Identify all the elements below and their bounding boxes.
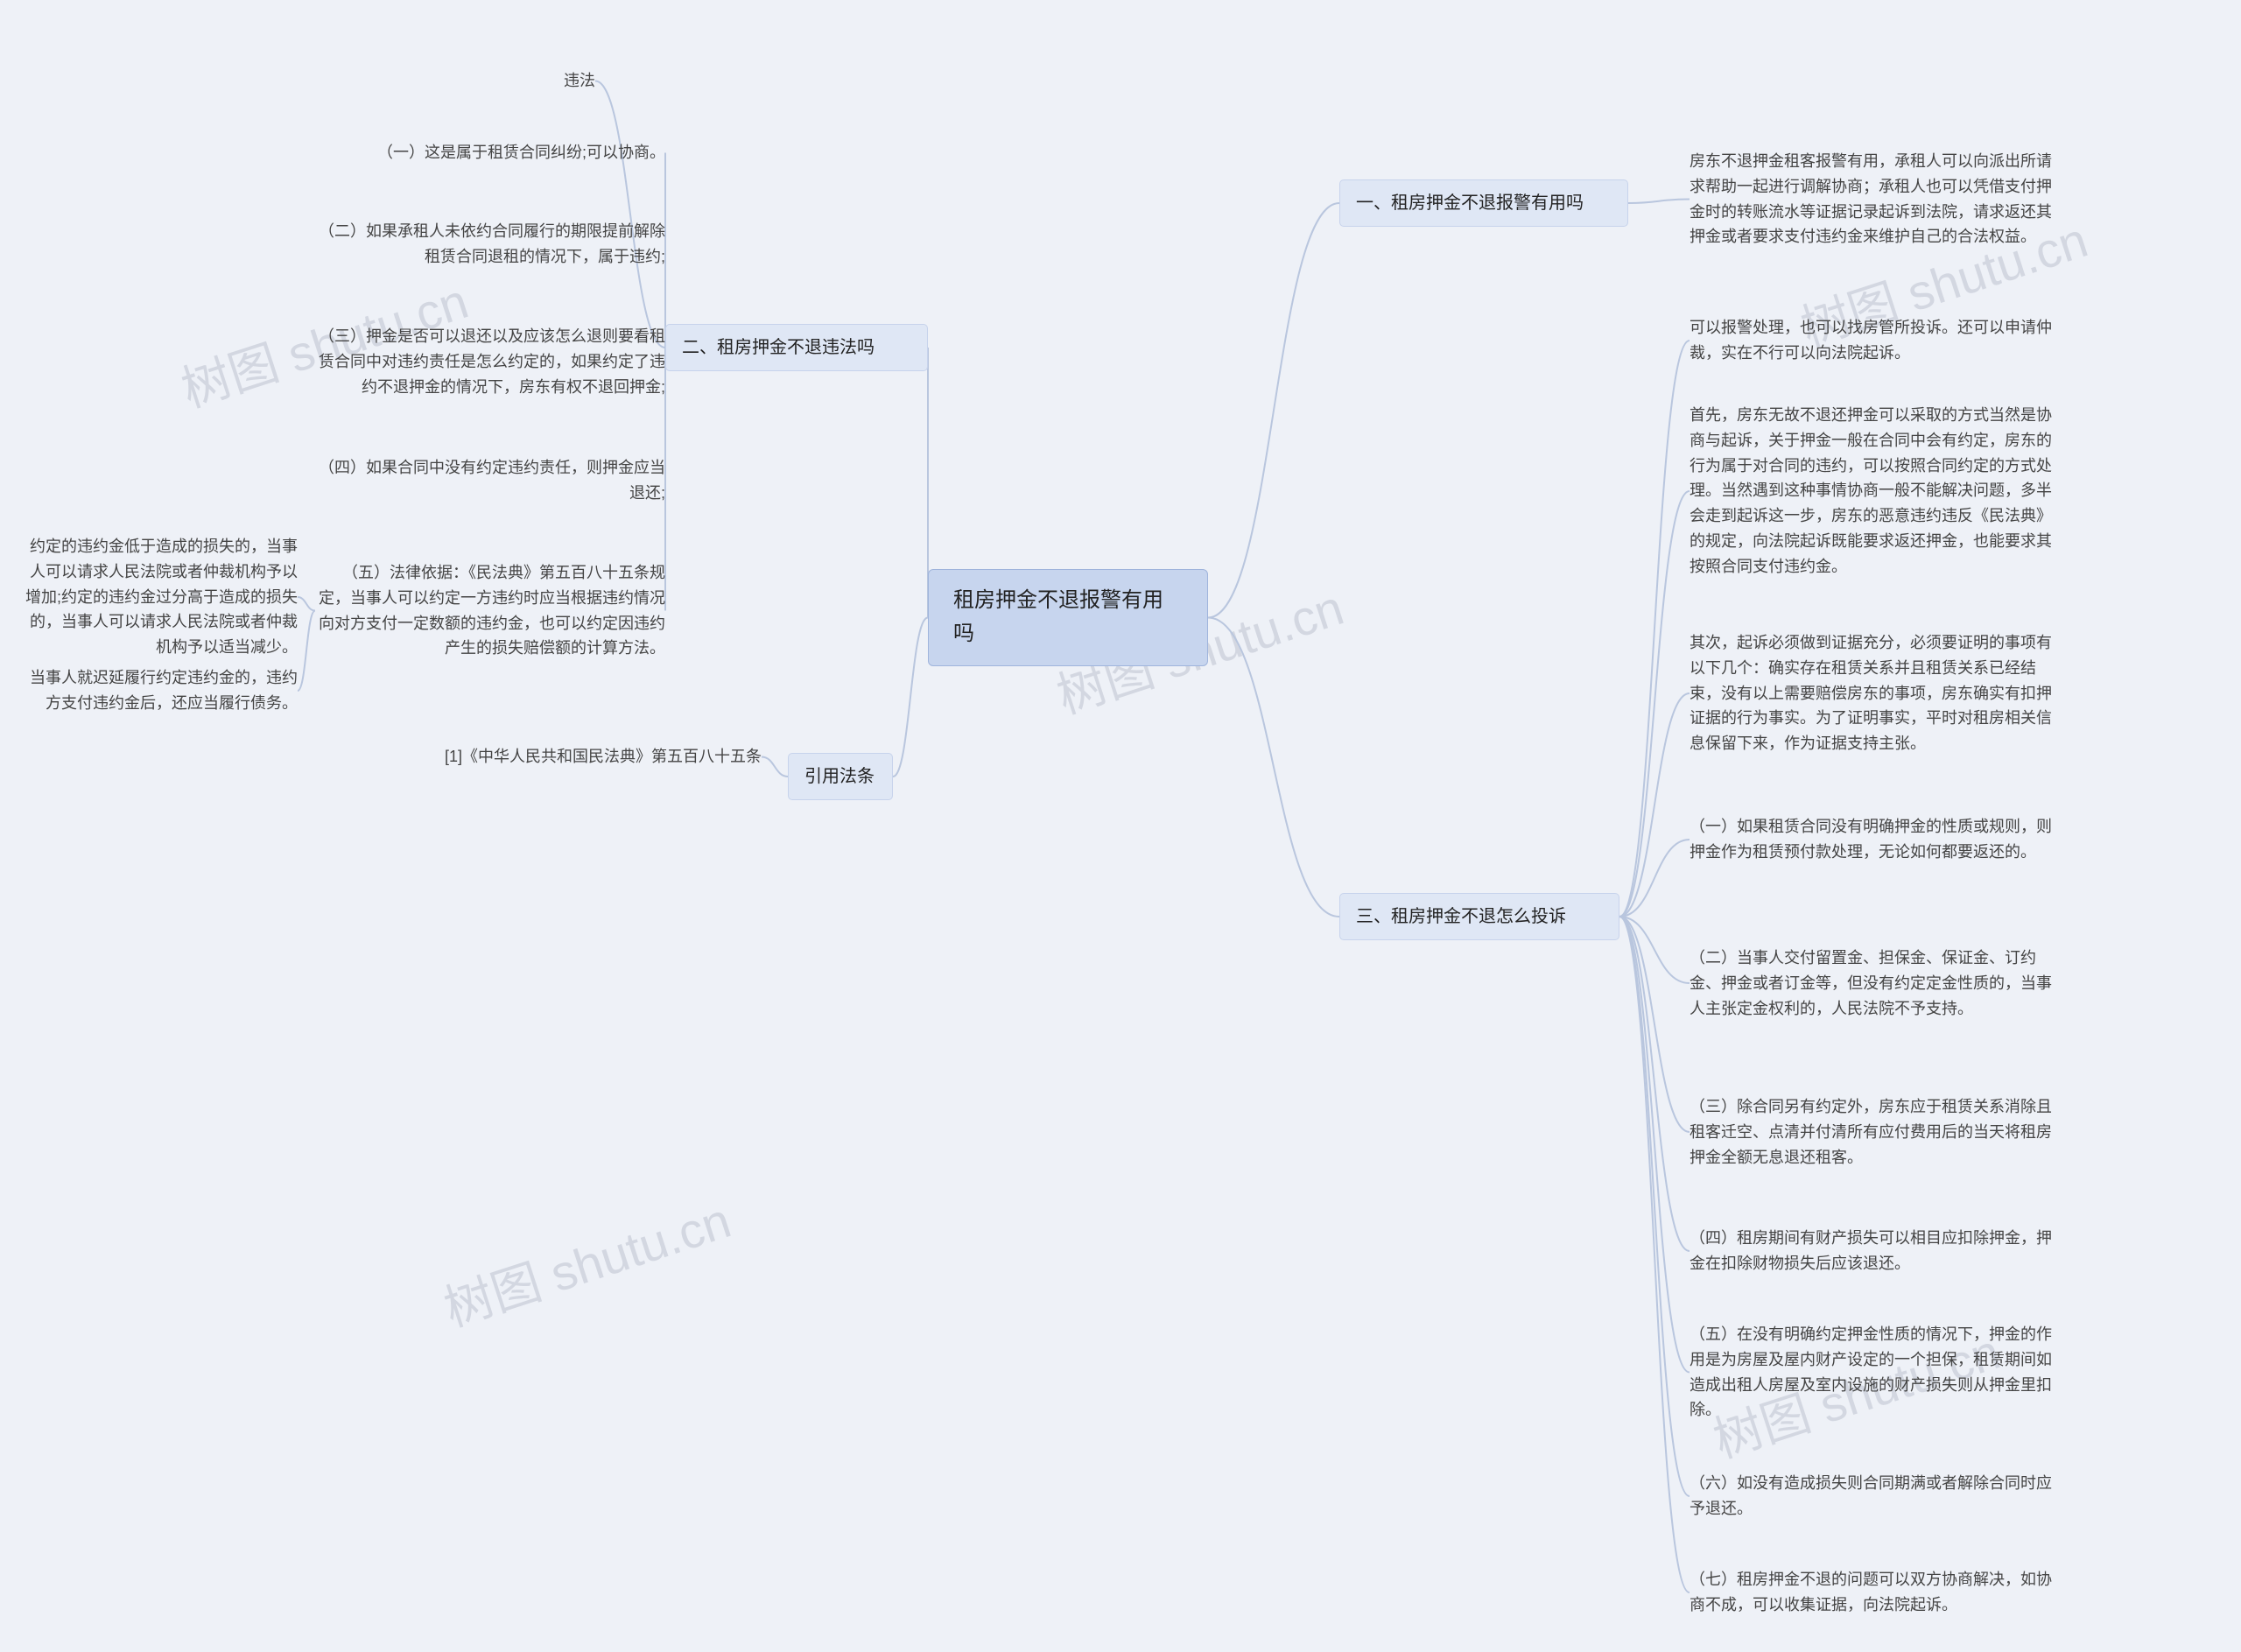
leaf-node: （二）当事人交付留置金、担保金、保证金、订约金、押金或者订金等，但没有约定定金性…: [1690, 946, 2057, 1021]
watermark: 树图 shutu.cn: [434, 1182, 739, 1341]
leaf-node: （四）租房期间有财产损失可以相目应扣除押金，押金在扣除财物损失后应该退还。: [1690, 1226, 2057, 1276]
leaf-node: 违法: [543, 68, 595, 94]
branch-node[interactable]: 引用法条: [788, 753, 893, 800]
leaf-node: 当事人就迟延履行约定违约金的，违约方支付违约金后，还应当履行债务。: [18, 665, 298, 716]
leaf-node: （一）这是属于租赁合同纠纷;可以协商。: [333, 140, 665, 165]
branch-node[interactable]: 一、租房押金不退报警有用吗: [1339, 179, 1628, 227]
leaf-node: 约定的违约金低于造成的损失的，当事人可以请求人民法院或者仲裁机构予以增加;约定的…: [18, 534, 298, 660]
root-node[interactable]: 租房押金不退报警有用吗: [928, 569, 1208, 666]
leaf-node: （五）在没有明确约定押金性质的情况下，押金的作用是为房屋及屋内财产设定的一个担保…: [1690, 1322, 2057, 1423]
leaf-node: （二）如果承租人未依约合同履行的期限提前解除租赁合同退租的情况下，属于违约;: [315, 219, 665, 270]
leaf-node: （一）如果租赁合同没有明确押金的性质或规则，则押金作为租赁预付款处理，无论如何都…: [1690, 814, 2057, 865]
branch-node[interactable]: 二、租房押金不退违法吗: [665, 324, 928, 371]
leaf-node: 其次，起诉必须做到证据充分，必须要证明的事项有以下几个：确实存在租赁关系并且租赁…: [1690, 630, 2057, 756]
leaf-node: （四）如果合同中没有约定违约责任，则押金应当退还;: [315, 455, 665, 506]
leaf-node: （五）法律依据：《民法典》第五百八十五条规定，当事人可以约定一方违约时应当根据违…: [315, 560, 665, 661]
stage: 树图 shutu.cn 树图 shutu.cn 树图 shutu.cn 树图 s…: [0, 0, 2241, 1652]
branch-node[interactable]: 三、租房押金不退怎么投诉: [1339, 893, 1619, 940]
leaf-node: （三）押金是否可以退还以及应该怎么退则要看租赁合同中对违约责任是怎么约定的，如果…: [315, 324, 665, 399]
leaf-node: 可以报警处理，也可以找房管所投诉。还可以申请仲裁，实在不行可以向法院起诉。: [1690, 315, 2057, 366]
leaf-node: （七）租房押金不退的问题可以双方协商解决，如协商不成，可以收集证据，向法院起诉。: [1690, 1567, 2057, 1618]
leaf-node: （三）除合同另有约定外，房东应于租赁关系消除且租客迁空、点清并付清所有应付费用后…: [1690, 1094, 2057, 1170]
leaf-node: 首先，房东无故不退还押金可以采取的方式当然是协商与起诉，关于押金一般在合同中会有…: [1690, 403, 2057, 580]
leaf-node: 房东不退押金租客报警有用，承租人可以向派出所请求帮助一起进行调解协商；承租人也可…: [1690, 149, 2057, 250]
leaf-node: （六）如没有造成损失则合同期满或者解除合同时应予退还。: [1690, 1471, 2057, 1522]
leaf-node: [1]《中华人民共和国民法典》第五百八十五条: [385, 744, 762, 770]
